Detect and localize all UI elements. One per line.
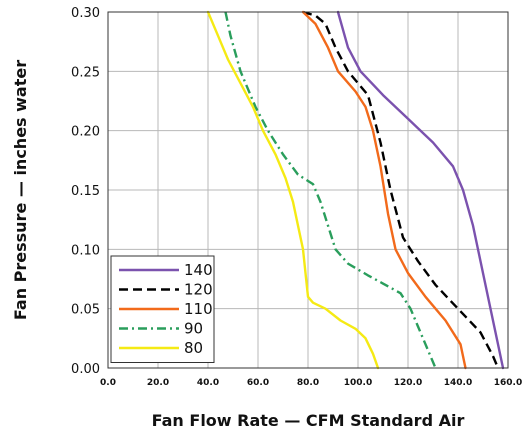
x-tick-label: 60.0	[247, 378, 269, 388]
legend-label: 110	[184, 300, 213, 318]
x-tick-label: 0.0	[100, 378, 116, 388]
grid-lines	[107, 11, 509, 369]
series-line-140	[336, 10, 505, 370]
y-tick-label: 0.30	[71, 6, 100, 21]
series-line-80	[206, 10, 380, 370]
y-tick-label: 0.00	[71, 362, 100, 377]
series-line-90	[224, 11, 437, 369]
y-tick-label: 0.20	[71, 125, 100, 140]
y-axis-title: Fan Pressure — inches water	[11, 60, 30, 320]
legend-label: 140	[184, 261, 213, 279]
x-axis-ticks: 0.0 20.0 40.0 60.0 80.0 100.0 120.0 140.0 160.0	[100, 378, 522, 388]
x-tick-label: 80.0	[297, 378, 319, 388]
x-tick-label: 160.0	[494, 378, 522, 388]
y-tick-label: 0.15	[71, 184, 100, 199]
x-tick-label: 100.0	[344, 378, 372, 388]
x-tick-label: 140.0	[444, 378, 472, 388]
series-line-120	[302, 10, 500, 369]
series-lines	[206, 10, 505, 370]
x-tick-label: 40.0	[197, 378, 219, 388]
legend-label: 120	[184, 281, 213, 299]
y-tick-label: 0.25	[71, 65, 100, 80]
series-line-110	[301, 10, 467, 370]
x-axis-title: Fan Flow Rate — CFM Standard Air	[152, 411, 465, 430]
legend-label: 90	[184, 320, 203, 338]
x-tick-label: 20.0	[147, 378, 169, 388]
x-tick-label: 120.0	[394, 378, 422, 388]
legend-label: 80	[184, 339, 203, 357]
y-tick-label: 0.10	[71, 243, 100, 258]
y-axis-ticks: 0.00 0.05 0.10 0.15 0.20 0.25 0.30	[71, 6, 100, 377]
y-tick-label: 0.05	[71, 303, 100, 318]
plot-frame	[107, 11, 509, 369]
